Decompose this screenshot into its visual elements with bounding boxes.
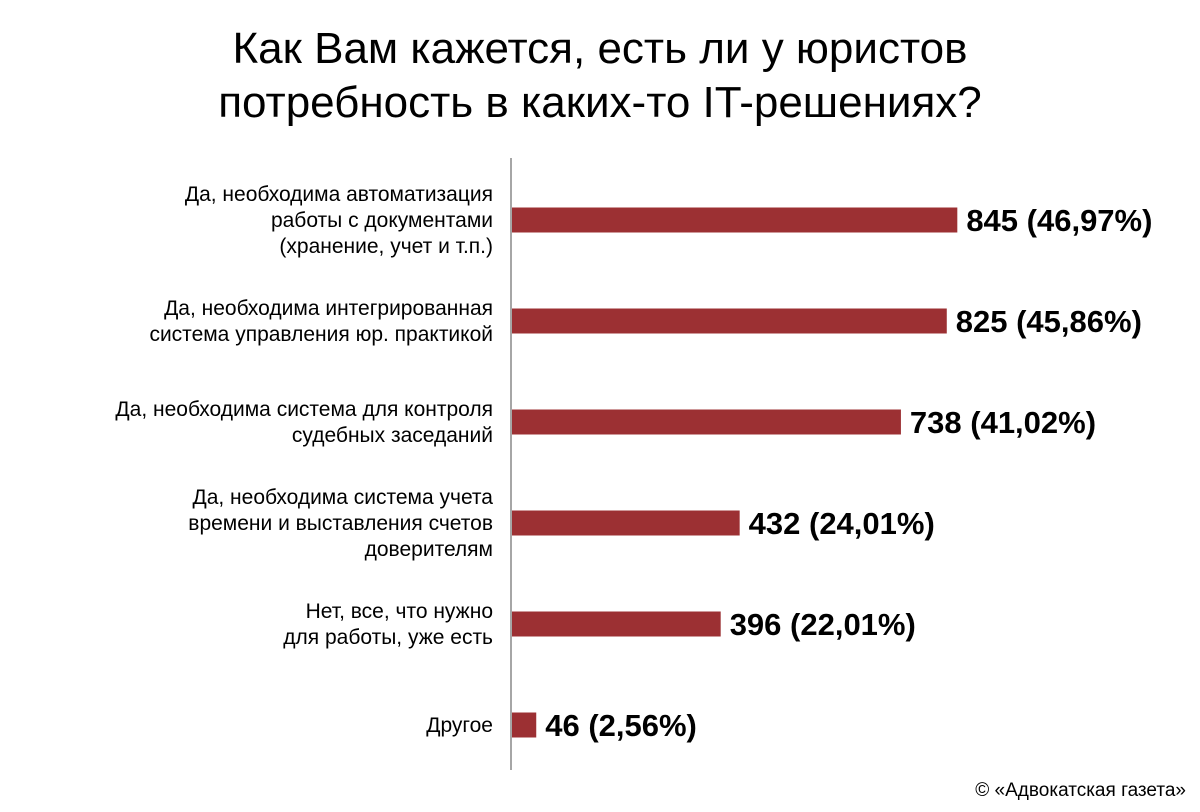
category-label-line: работы с документами bbox=[271, 209, 493, 232]
bars-group: 845 (46,97%) Да, необходима автоматизация… bbox=[115, 183, 1152, 743]
bar-value-label: 396 (22,01%) bbox=[730, 607, 916, 642]
category-label-line: система управления юр. практикой bbox=[149, 323, 493, 346]
category-label: Нет, все, что нужно для работы, уже есть bbox=[283, 600, 493, 649]
category-label: Да, необходима автоматизация работы с док… bbox=[185, 183, 493, 258]
category-label-line: Да, необходима система для контроля bbox=[115, 398, 493, 421]
bar-value-label: 825 (45,86%) bbox=[956, 304, 1142, 339]
category-label-line: времени и выставления счетов bbox=[188, 512, 493, 535]
bar-value-label: 845 (46,97%) bbox=[966, 203, 1152, 238]
category-label-line: Да, необходима автоматизация bbox=[185, 183, 493, 206]
chart-title-line-2: потребность в каких-то IT-решениях? bbox=[218, 78, 982, 127]
category-label-line: судебных заседаний bbox=[292, 424, 493, 447]
bar bbox=[512, 712, 537, 738]
chart-title: Как Вам кажется, есть ли у юристов потре… bbox=[0, 22, 1200, 130]
category-label: Другое bbox=[426, 714, 493, 737]
category-label: Да, необходима интегрированная система уп… bbox=[149, 297, 493, 346]
bar bbox=[512, 611, 721, 637]
category-label: Да, необходима система учета времени и вы… bbox=[188, 486, 493, 561]
copyright-footer: © «Адвокатская газета» bbox=[975, 780, 1186, 801]
bar-value-label: 738 (41,02%) bbox=[910, 405, 1096, 440]
category-label-line: Другое bbox=[426, 714, 493, 737]
bar bbox=[512, 207, 958, 233]
category-label: Да, необходима система для контроля судеб… bbox=[115, 398, 493, 447]
bar bbox=[512, 308, 947, 334]
bar bbox=[512, 510, 740, 536]
chart-title-line-1: Как Вам кажется, есть ли у юристов bbox=[232, 24, 968, 73]
bar bbox=[512, 409, 901, 435]
bar-value-label: 432 (24,01%) bbox=[749, 506, 935, 541]
category-label-line: Да, необходима интегрированная bbox=[164, 297, 493, 320]
category-label-line: Да, необходима система учета bbox=[192, 486, 493, 509]
category-label-line: Нет, все, что нужно bbox=[306, 600, 493, 623]
bar-value-label: 46 (2,56%) bbox=[545, 708, 697, 743]
category-label-line: (хранение, учет и т.п.) bbox=[279, 235, 493, 258]
category-label-line: для работы, уже есть bbox=[283, 626, 493, 649]
category-label-line: доверителям bbox=[365, 538, 493, 561]
